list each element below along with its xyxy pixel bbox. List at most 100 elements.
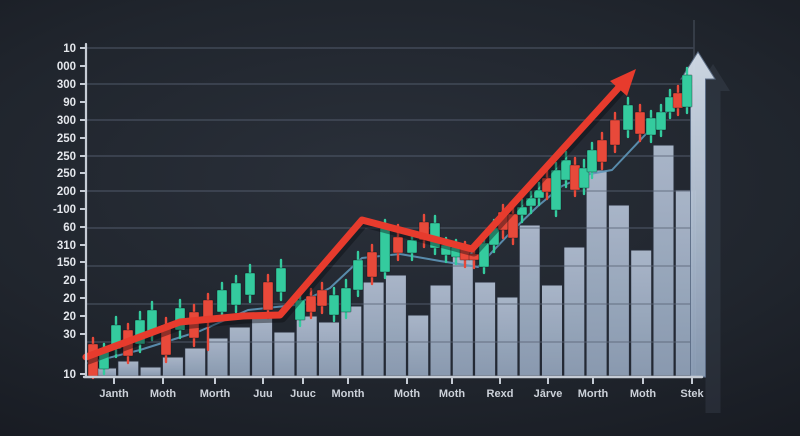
x-axis-label: Moth — [394, 388, 421, 400]
candle-body — [586, 149, 598, 173]
candle-up — [622, 96, 634, 139]
candle-up — [478, 233, 490, 275]
y-axis-label: 20 — [63, 311, 76, 323]
candle-body — [392, 236, 404, 254]
candle-down — [541, 169, 553, 201]
candle-body — [578, 167, 590, 189]
candle-up — [244, 263, 256, 304]
candle-up — [216, 281, 228, 322]
candle-down — [634, 103, 646, 143]
candle-body — [550, 169, 562, 211]
candle-body — [507, 213, 519, 239]
volume-bar — [228, 326, 251, 377]
volume-bar — [451, 251, 474, 377]
y-axis-label: 250 — [57, 151, 76, 163]
candle-up — [578, 158, 590, 196]
candle-up — [294, 291, 306, 328]
candle-body — [634, 111, 646, 135]
y-axis-label: 300 — [57, 115, 76, 127]
volume-bar — [407, 314, 430, 377]
candle-body — [216, 289, 228, 313]
candle-down — [569, 156, 581, 198]
candle-body — [681, 74, 693, 108]
x-axis-label: Jārve — [534, 388, 563, 400]
volume-bar — [340, 305, 363, 377]
y-axis-label: 310 — [57, 240, 76, 252]
candle-up — [328, 286, 340, 323]
candle-body — [352, 259, 364, 291]
candle-down — [316, 281, 328, 315]
candle-up — [275, 258, 287, 302]
y-axis-label: -100 — [53, 204, 76, 216]
candle-up — [550, 161, 562, 218]
volume-bar — [384, 274, 407, 377]
candle-body — [366, 251, 378, 278]
y-axis-label: 150 — [57, 257, 76, 269]
candle-down — [672, 84, 684, 117]
candle-up — [516, 198, 528, 224]
candle-up — [406, 230, 418, 262]
candle-down — [596, 131, 608, 171]
x-axis-label: Rexd — [487, 388, 514, 400]
axes-and-labels: 10 000 300 90 300 250 250 250 200 -100 60 310 150 20 2… — [53, 42, 704, 400]
x-axis-label: Moth — [150, 388, 177, 400]
candle-body — [316, 289, 328, 307]
y-axis-label: 60 — [63, 222, 76, 234]
y-axis-label: 200 — [57, 186, 76, 198]
volume-bar — [585, 169, 608, 377]
x-axis-label: Moth — [630, 388, 657, 400]
volume-bar — [139, 366, 162, 377]
x-axis-label: Juu — [253, 388, 273, 400]
candle-down — [609, 111, 621, 154]
candle-up — [525, 190, 537, 215]
y-axis-label: 250 — [57, 133, 76, 145]
y-axis-label: 30 — [63, 329, 76, 341]
x-axis-label: Stek — [680, 388, 704, 400]
volume-bar — [474, 281, 497, 377]
candle-up — [586, 141, 598, 180]
y-axis-label: 10 — [63, 43, 76, 55]
y-axis-label: 250 — [57, 168, 76, 180]
volume-bar — [630, 249, 653, 377]
candle-body — [655, 111, 667, 131]
candle-body — [609, 119, 621, 146]
volume-bar — [318, 321, 340, 377]
volume-bar — [429, 284, 452, 377]
candle-up — [352, 250, 364, 298]
candle-up — [655, 103, 667, 138]
candle-down — [507, 205, 519, 246]
trend-arrow-line — [82, 69, 636, 365]
candle-down — [262, 273, 274, 320]
volume-bar — [273, 331, 296, 377]
candle-body — [406, 239, 418, 254]
y-axis-label: 10 — [63, 369, 76, 381]
candle-body — [379, 227, 391, 273]
candle-up — [664, 88, 676, 120]
y-axis-label: 300 — [57, 79, 76, 91]
x-axis-label: Morth — [578, 388, 609, 400]
big-arrow-shadow — [696, 64, 730, 413]
candle-down — [366, 243, 378, 286]
y-axis-label: 20 — [63, 275, 76, 287]
candle-up — [560, 150, 572, 189]
x-axis-label: Moth — [439, 388, 466, 400]
volume-bars — [95, 144, 697, 377]
volume-bar — [206, 337, 229, 377]
candle-body — [533, 189, 545, 199]
candle-up — [379, 218, 391, 280]
candle-body — [305, 295, 317, 313]
candle-body — [244, 272, 256, 296]
candle-body — [478, 242, 490, 268]
x-axis-label: Juuc — [290, 388, 316, 400]
y-axis-label: 20 — [63, 293, 76, 305]
x-axis-label: Month — [332, 388, 365, 400]
volume-bar — [518, 224, 541, 377]
x-axis-label: Janth — [99, 388, 129, 400]
candle-body — [596, 139, 608, 163]
volume-bar — [541, 284, 563, 377]
y-axis-label: 90 — [63, 97, 76, 109]
candle-body — [262, 281, 274, 311]
candle-body — [230, 282, 242, 306]
candle-body — [275, 267, 287, 293]
